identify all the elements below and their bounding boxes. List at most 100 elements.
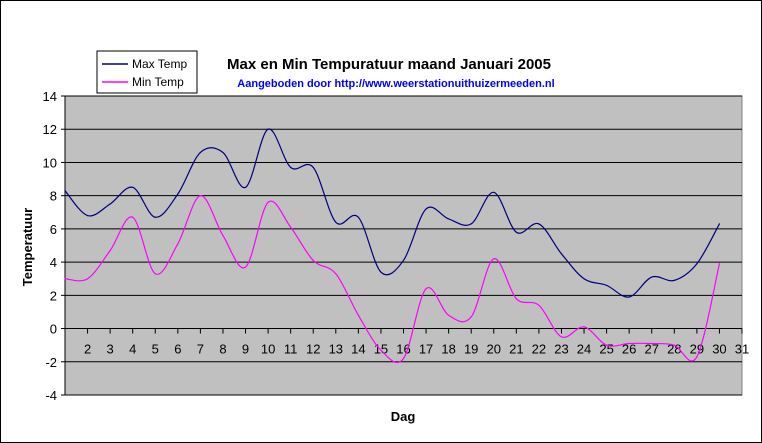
x-axis-title: Dag — [391, 409, 416, 424]
data-point-min-temp — [470, 316, 472, 318]
data-point-min-temp — [132, 216, 134, 218]
data-point-min-temp — [493, 258, 495, 260]
data-point-min-temp — [628, 342, 630, 345]
data-point-min-temp — [651, 342, 653, 345]
y-axis-title: Temperatuur — [20, 208, 35, 287]
data-point-max-temp — [651, 276, 653, 278]
x-tick-label: 6 — [174, 342, 181, 357]
legend-box — [96, 50, 198, 94]
x-tick-label: 21 — [509, 342, 523, 357]
data-point-min-temp — [86, 278, 89, 280]
x-tick-label: 20 — [487, 342, 501, 357]
data-point-max-temp — [696, 263, 698, 265]
data-point-max-temp — [357, 216, 359, 218]
gridlines — [65, 95, 742, 396]
x-tick-label: 31 — [735, 342, 749, 357]
data-point-min-temp — [244, 266, 247, 268]
series-layer — [64, 128, 721, 364]
x-tick-label: 18 — [441, 342, 455, 357]
x-tick-label: 28 — [667, 342, 681, 357]
series-line-min-temp — [64, 195, 721, 364]
data-point-min-temp — [425, 288, 427, 290]
y-tick-label: -2 — [45, 355, 57, 370]
data-point-min-temp — [402, 357, 405, 360]
series-line-max-temp — [64, 128, 720, 298]
data-point-max-temp — [673, 279, 675, 281]
data-point-min-temp — [448, 314, 450, 316]
data-point-max-temp — [222, 151, 224, 154]
data-point-max-temp — [177, 193, 179, 195]
x-tick-label: 17 — [419, 342, 433, 357]
data-point-max-temp — [290, 166, 292, 169]
data-point-max-temp — [244, 186, 247, 188]
data-point-max-temp — [493, 191, 495, 193]
data-point-max-temp — [538, 223, 540, 225]
data-point-max-temp — [402, 259, 405, 262]
y-tick-label: 12 — [43, 122, 57, 137]
data-point-min-temp — [222, 234, 224, 237]
data-point-max-temp — [64, 190, 66, 192]
data-point-min-temp — [335, 273, 337, 275]
x-tick-label: 3 — [107, 342, 114, 357]
data-point-min-temp — [267, 201, 269, 203]
data-point-max-temp — [425, 208, 427, 210]
data-point-min-temp — [538, 304, 540, 306]
data-point-max-temp — [109, 203, 111, 205]
data-point-min-temp — [583, 326, 585, 328]
x-tick-label: 13 — [329, 342, 343, 357]
x-tick-label: 25 — [599, 342, 613, 357]
data-point-max-temp — [267, 128, 269, 130]
y-tick-label: 0 — [50, 322, 57, 337]
chart-subtitle: Aangeboden door http://www.weerstationui… — [237, 78, 554, 90]
data-point-max-temp — [515, 231, 517, 233]
x-tick-label: 14 — [351, 342, 365, 357]
chart-title: Max en Min Tempuratuur maand Januari 200… — [227, 56, 551, 73]
x-tick-label: 27 — [644, 342, 658, 357]
x-tick-label: 9 — [242, 342, 249, 357]
data-point-min-temp — [109, 249, 111, 252]
y-tick-label: -4 — [45, 388, 57, 403]
data-point-max-temp — [312, 166, 314, 169]
data-point-min-temp — [718, 263, 721, 265]
data-point-max-temp — [448, 218, 450, 220]
plot-background — [64, 95, 743, 396]
data-point-max-temp — [154, 216, 156, 218]
data-point-min-temp — [177, 243, 179, 245]
x-tick-label: 23 — [554, 342, 568, 357]
data-point-max-temp — [560, 253, 563, 255]
x-tick-label: 16 — [396, 342, 410, 357]
legend-label-min-temp: Min Temp — [132, 75, 184, 89]
y-tick-label: 4 — [50, 255, 57, 270]
data-point-max-temp — [583, 278, 585, 280]
data-point-min-temp — [357, 314, 359, 316]
x-tick-label: 12 — [306, 342, 320, 357]
data-point-min-temp — [290, 226, 292, 228]
x-tick-label: 26 — [622, 342, 636, 357]
y-tick-label: 6 — [50, 222, 57, 237]
x-tick-label: 5 — [152, 342, 159, 357]
x-tick-label: 11 — [284, 342, 298, 357]
y-tick-label: 8 — [50, 189, 57, 204]
data-point-min-temp — [696, 356, 698, 358]
data-point-min-temp — [199, 195, 201, 197]
y-tick-label: 2 — [50, 288, 57, 303]
data-point-min-temp — [560, 336, 563, 338]
y-tick-label: 10 — [43, 155, 57, 170]
legend: Max Temp Min Temp — [96, 50, 198, 94]
data-point-max-temp — [470, 223, 472, 225]
data-point-max-temp — [606, 284, 608, 286]
data-point-min-temp — [673, 344, 675, 346]
data-point-max-temp — [380, 271, 382, 273]
data-point-min-temp — [154, 273, 156, 275]
x-tick-label: 24 — [577, 342, 591, 357]
x-tick-label: 4 — [129, 342, 136, 357]
x-tick-label: 7 — [197, 342, 204, 357]
x-tick-label: 19 — [464, 342, 478, 357]
data-point-min-temp — [515, 298, 517, 300]
data-point-max-temp — [718, 223, 721, 225]
data-point-max-temp — [628, 296, 630, 298]
x-tick-label: 10 — [261, 342, 275, 357]
x-tick-label: 8 — [219, 342, 226, 357]
